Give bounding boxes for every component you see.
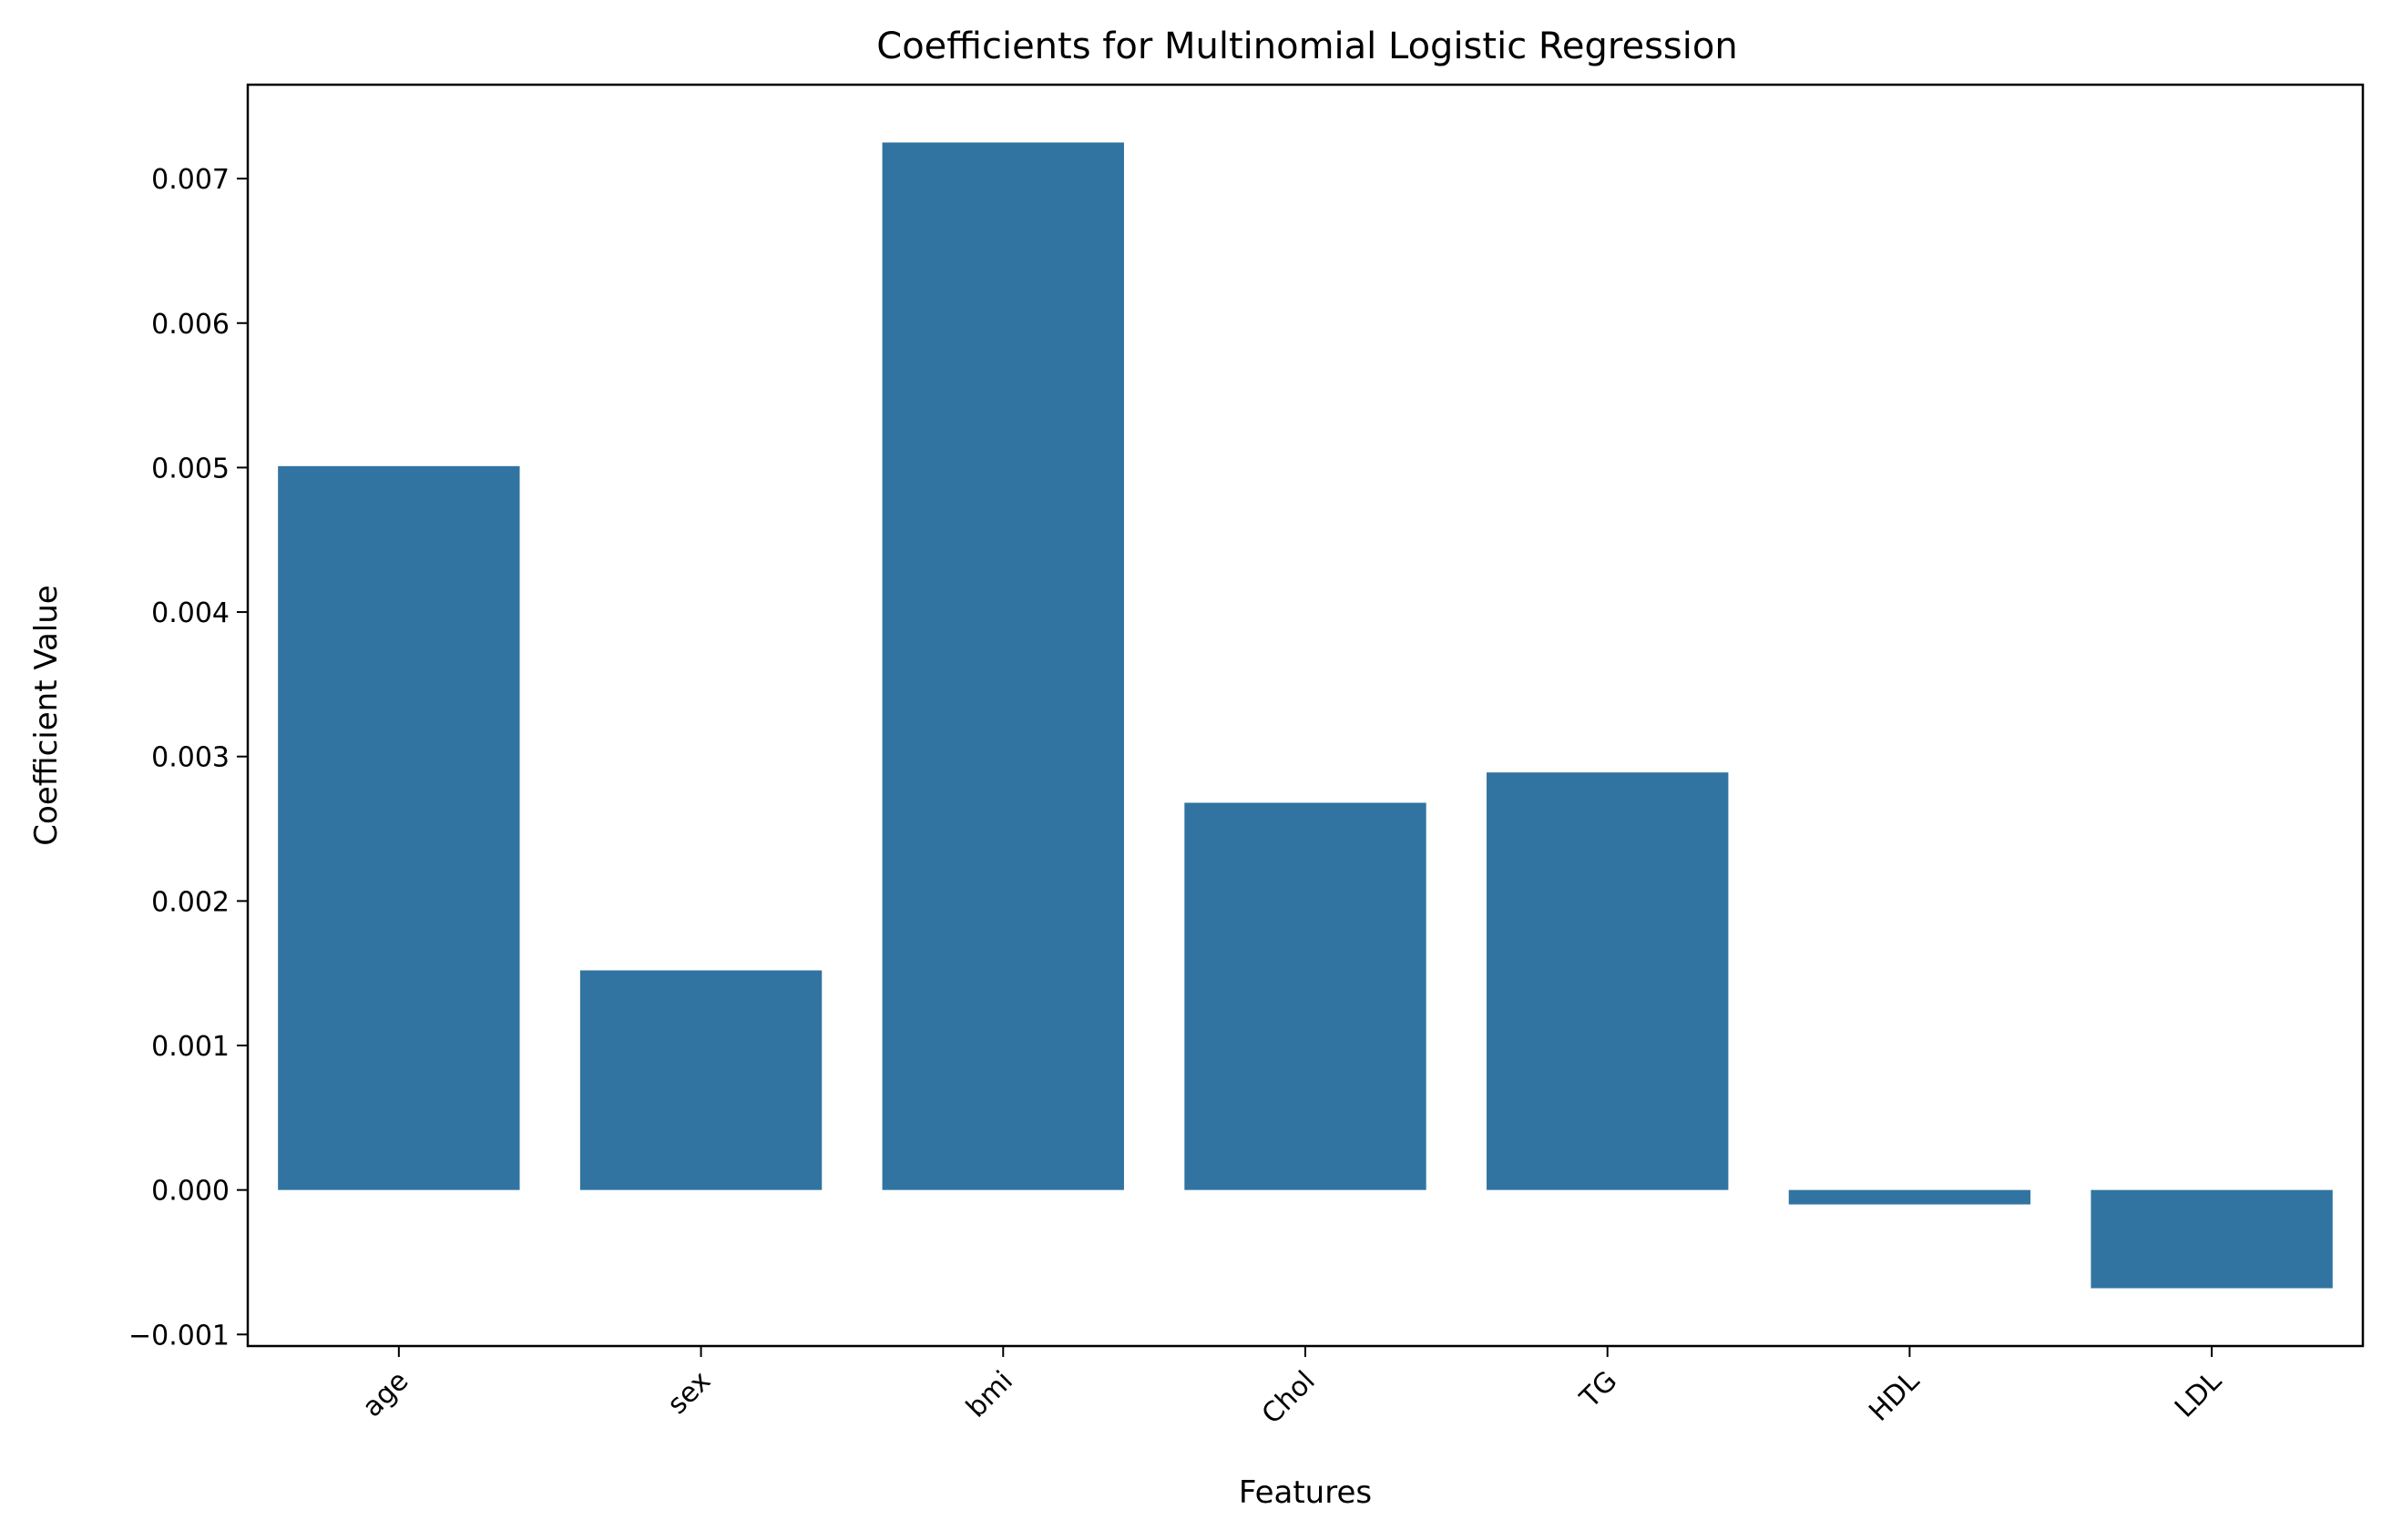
y-tick-label: 0.007 bbox=[151, 164, 230, 196]
y-tick-label: 0.001 bbox=[151, 1031, 230, 1063]
bar-sex bbox=[579, 970, 823, 1190]
x-axis-label: Features bbox=[1239, 1474, 1372, 1511]
y-tick-label: 0.004 bbox=[151, 597, 230, 629]
y-ticks-group: −0.001 0.000 0.001 0.002 0.003 0.004 0.005 0.00… bbox=[128, 164, 248, 1351]
y-tick-label: 0.005 bbox=[151, 453, 230, 484]
bar-ldl bbox=[2090, 1189, 2333, 1289]
y-tick-label: 0.003 bbox=[151, 742, 230, 774]
y-tick-label: 0.002 bbox=[151, 886, 230, 918]
y-tick-label: −0.001 bbox=[128, 1320, 230, 1351]
bar-tg bbox=[1487, 772, 1729, 1190]
plot-area-frame bbox=[246, 83, 2365, 1348]
y-axis-label: Coefficient Value bbox=[28, 585, 65, 845]
bars-group bbox=[278, 142, 2333, 1289]
chart-title: Coefficients for Multinomial Logistic Re… bbox=[876, 25, 1737, 67]
y-tick-label: 0.006 bbox=[151, 309, 230, 341]
bar-hdl bbox=[1788, 1189, 2031, 1205]
bar-bmi bbox=[882, 142, 1124, 1190]
bar-age bbox=[278, 465, 520, 1190]
y-tick-label: 0.000 bbox=[151, 1176, 230, 1208]
bar-chol bbox=[1184, 802, 1426, 1190]
